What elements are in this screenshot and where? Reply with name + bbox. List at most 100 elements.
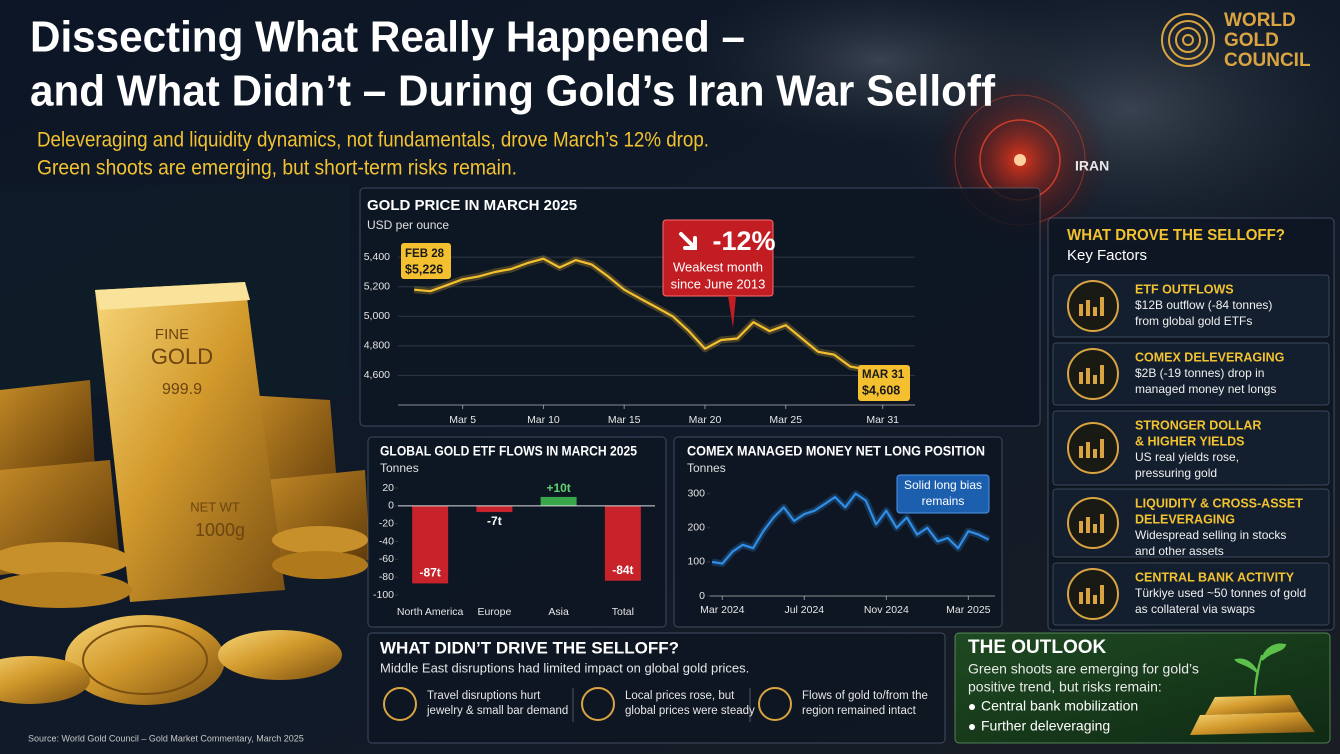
start-label: $5,226	[405, 262, 443, 276]
bullet	[969, 724, 975, 730]
driver-text: from global gold ETFs	[1135, 314, 1252, 328]
y-tick-label: -100	[373, 589, 394, 601]
y-tick-label: 4,800	[364, 340, 390, 352]
driver-heading: STRONGER DOLLAR	[1135, 418, 1261, 432]
chart-title: COMEX MANAGED MONEY NET LONG POSITION	[687, 444, 985, 459]
item-text: region remained intact	[802, 705, 917, 717]
outlook-bullet: Central bank mobilization	[981, 698, 1138, 714]
value-label: -84t	[612, 563, 633, 577]
chart-subtitle: Tonnes	[380, 461, 419, 475]
y-tick-label: 0	[388, 500, 394, 512]
driver-card	[1052, 342, 1330, 406]
bar	[412, 505, 449, 584]
source: Source: World Gold Council – Gold Market…	[28, 733, 304, 743]
chart-subtitle: Tonnes	[687, 461, 726, 475]
x-tick-label: Total	[612, 606, 634, 618]
bar	[604, 505, 641, 581]
callout-note: since June 2013	[671, 276, 766, 291]
x-tick-label: Mar 15	[608, 414, 641, 426]
outlook-gold	[1205, 695, 1300, 715]
y-tick-label: -20	[379, 517, 394, 529]
value-label: -7t	[487, 514, 502, 528]
driver-heading: & HIGHER YIELDS	[1135, 434, 1245, 448]
x-tick-label: Nov 2024	[864, 604, 909, 616]
driver-icon	[1067, 280, 1119, 332]
x-tick-label: Mar 31	[866, 414, 899, 426]
driver-card	[1052, 488, 1330, 558]
item-text: jewelry & small bar demand	[426, 705, 568, 717]
item-text: global prices were steady	[625, 705, 755, 717]
y-tick-label: 0	[699, 590, 705, 602]
logo-text: GOLD	[1224, 30, 1279, 51]
driver-heading: DELEVERAGING	[1135, 512, 1235, 526]
x-tick-label: Mar 5	[449, 414, 476, 426]
driver-text: and other assets	[1135, 544, 1224, 558]
x-tick-label: Jul 2024	[784, 604, 824, 616]
driver-glyph	[1079, 585, 1104, 604]
outlook-text: Green shoots are emerging for gold’s	[968, 661, 1199, 677]
logo-text: WORLD	[1224, 10, 1296, 31]
callout-note: Weakest month	[673, 259, 763, 274]
title: Dissecting What Really Happened –	[30, 13, 745, 62]
item-icon	[758, 687, 792, 721]
y-tick-label: 100	[687, 556, 705, 568]
gold-pile	[0, 282, 370, 705]
bar	[476, 505, 513, 513]
outlook-gold	[1190, 712, 1315, 735]
line	[414, 257, 883, 374]
callout-box	[896, 474, 990, 514]
driver-heading: CENTRAL BANK ACTIVITY	[1135, 570, 1295, 584]
bar-engraving: 999.9	[162, 381, 202, 398]
driver-glyph	[1079, 297, 1104, 316]
logo-mark	[1161, 13, 1215, 67]
x-tick-label: Europe	[477, 606, 511, 618]
callout-box	[662, 219, 774, 297]
driver-glyph	[1079, 439, 1104, 458]
y-tick-label: -80	[379, 571, 394, 583]
y-tick-label: 5,200	[364, 281, 390, 293]
driver-text: managed money net longs	[1135, 382, 1276, 396]
title: and What Didn’t – During Gold’s Iran War…	[30, 67, 995, 116]
value-label: -87t	[419, 566, 440, 580]
chart-title: GLOBAL GOLD ETF FLOWS IN MARCH 2025	[380, 444, 637, 459]
x-tick-label: Asia	[548, 606, 569, 618]
y-tick-label: -60	[379, 553, 394, 565]
driver-icon	[1067, 497, 1119, 549]
end-label: MAR 31	[862, 369, 905, 381]
line	[711, 492, 990, 565]
value-label: +10t	[546, 481, 570, 495]
driver-glyph	[1079, 365, 1104, 384]
outlook-text: positive trend, but risks remain:	[968, 679, 1162, 695]
callout-value: -12%	[712, 226, 775, 256]
driver-text: US real yields rose,	[1135, 450, 1239, 464]
x-tick-label: Mar 25	[769, 414, 802, 426]
panel-title: WHAT DROVE THE SELLOFF?	[1067, 227, 1285, 244]
x-tick-label: Mar 10	[527, 414, 560, 426]
y-tick-label: 4,600	[364, 369, 390, 381]
chart-subtitle: USD per ounce	[367, 218, 449, 232]
y-tick-label: 20	[382, 482, 394, 494]
item-icon	[383, 687, 417, 721]
callout-note: remains	[922, 494, 965, 508]
x-tick-label: Mar 2025	[946, 604, 991, 616]
item-text: Local prices rose, but	[625, 690, 735, 702]
map-label: IRAN	[1075, 158, 1109, 174]
bar-engraving: GOLD	[151, 344, 213, 369]
subtitle: Green shoots are emerging, but short-ter…	[37, 157, 517, 180]
driver-text: as collateral via swaps	[1135, 602, 1255, 616]
y-tick-label: 5,000	[364, 310, 390, 322]
panel-subtitle: Middle East disruptions had limited impa…	[380, 660, 749, 675]
driver-text: $12B outflow (-84 tonnes)	[1135, 298, 1272, 312]
driver-card	[1052, 562, 1330, 626]
outlook-bullet: Further deleveraging	[981, 718, 1110, 734]
map-point	[1014, 154, 1026, 166]
chart-title: GOLD PRICE IN MARCH 2025	[367, 197, 577, 214]
arrow-icon	[679, 232, 697, 250]
y-tick-label: 5,400	[364, 251, 390, 263]
panel-title: WHAT DIDN’T DRIVE THE SELLOFF?	[380, 638, 679, 657]
label-box	[401, 243, 451, 279]
didnt-panel	[367, 632, 946, 744]
logo-text: COUNCIL	[1224, 50, 1311, 71]
driver-icon	[1067, 348, 1119, 400]
